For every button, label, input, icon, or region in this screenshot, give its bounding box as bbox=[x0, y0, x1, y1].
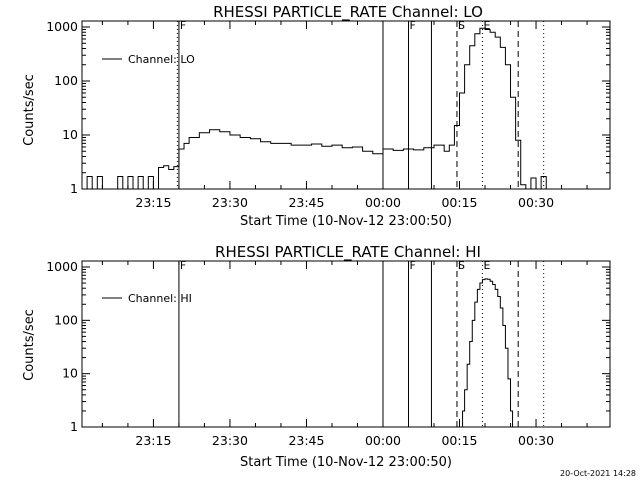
event-marker-label: S bbox=[458, 259, 465, 272]
count-rate-line bbox=[461, 278, 514, 428]
x-tick-label: 23:30 bbox=[212, 433, 248, 448]
hi-channel-panel: RHESSI PARTICLE_RATE Channel: HI Start T… bbox=[22, 243, 611, 470]
x-tick-label: 00:15 bbox=[441, 433, 477, 448]
lo-chart-title: RHESSI PARTICLE_RATE Channel: LO bbox=[213, 3, 483, 22]
y-tick-label: 10 bbox=[62, 127, 78, 142]
lo-x-axis-label: Start Time (10-Nov-12 23:00:50) bbox=[240, 214, 452, 229]
x-tick-label: 23:30 bbox=[212, 195, 248, 210]
generation-timestamp: 20-Oct-2021 14:28 bbox=[560, 469, 636, 478]
lo-x-ticks: 23:15 23:30 23:45 00:00 00:15 00:30 bbox=[101, 21, 588, 210]
event-marker-label: F bbox=[180, 19, 186, 32]
y-tick-label: 1000 bbox=[46, 19, 78, 34]
plot-frame bbox=[81, 20, 611, 190]
hi-legend-label: Channel: HI bbox=[128, 292, 192, 305]
event-marker-label: E bbox=[483, 259, 490, 272]
y-tick-label: 1 bbox=[70, 181, 78, 196]
y-tick-label: 1 bbox=[70, 419, 78, 434]
x-tick-label: 00:15 bbox=[441, 195, 477, 210]
x-tick-label: 00:30 bbox=[518, 433, 554, 448]
y-tick-label: 100 bbox=[54, 73, 78, 88]
count-rate-line bbox=[82, 27, 547, 190]
event-marker-label: F bbox=[409, 259, 415, 272]
hi-x-ticks: 23:15 23:30 23:45 00:00 00:15 00:30 bbox=[101, 261, 588, 448]
event-marker-label: S bbox=[458, 19, 465, 32]
x-tick-label: 23:45 bbox=[288, 195, 324, 210]
hi-y-axis-label: Counts/sec bbox=[22, 309, 37, 381]
y-tick-label: 100 bbox=[54, 312, 78, 327]
plot-frame bbox=[81, 260, 611, 428]
lo-y-axis-label: Counts/sec bbox=[22, 74, 37, 146]
x-tick-label: 00:30 bbox=[518, 195, 554, 210]
x-tick-label: 23:15 bbox=[135, 195, 171, 210]
lo-y-ticks: 1 10 100 1000 bbox=[46, 19, 610, 196]
hi-y-ticks: 1 10 100 1000 bbox=[46, 259, 610, 434]
y-tick-label: 1000 bbox=[46, 259, 78, 274]
hi-chart-title: RHESSI PARTICLE_RATE Channel: HI bbox=[215, 243, 481, 262]
event-marker-label: F bbox=[409, 19, 415, 32]
x-tick-label: 23:15 bbox=[135, 433, 171, 448]
lo-legend-label: Channel: LO bbox=[128, 53, 195, 66]
lo-series bbox=[82, 27, 547, 190]
y-tick-label: 10 bbox=[62, 366, 78, 381]
x-tick-label: 00:00 bbox=[365, 195, 401, 210]
x-tick-label: 23:45 bbox=[288, 433, 324, 448]
event-marker-label: F bbox=[180, 259, 186, 272]
lo-channel-panel: RHESSI PARTICLE_RATE Channel: LO Start T… bbox=[22, 3, 611, 229]
hi-axes bbox=[81, 260, 611, 428]
hi-series bbox=[461, 278, 514, 428]
lo-axes bbox=[81, 20, 611, 190]
event-marker-label: E bbox=[483, 19, 490, 32]
x-tick-label: 00:00 bbox=[365, 433, 401, 448]
hi-x-axis-label: Start Time (10-Nov-12 23:00:50) bbox=[240, 455, 452, 470]
